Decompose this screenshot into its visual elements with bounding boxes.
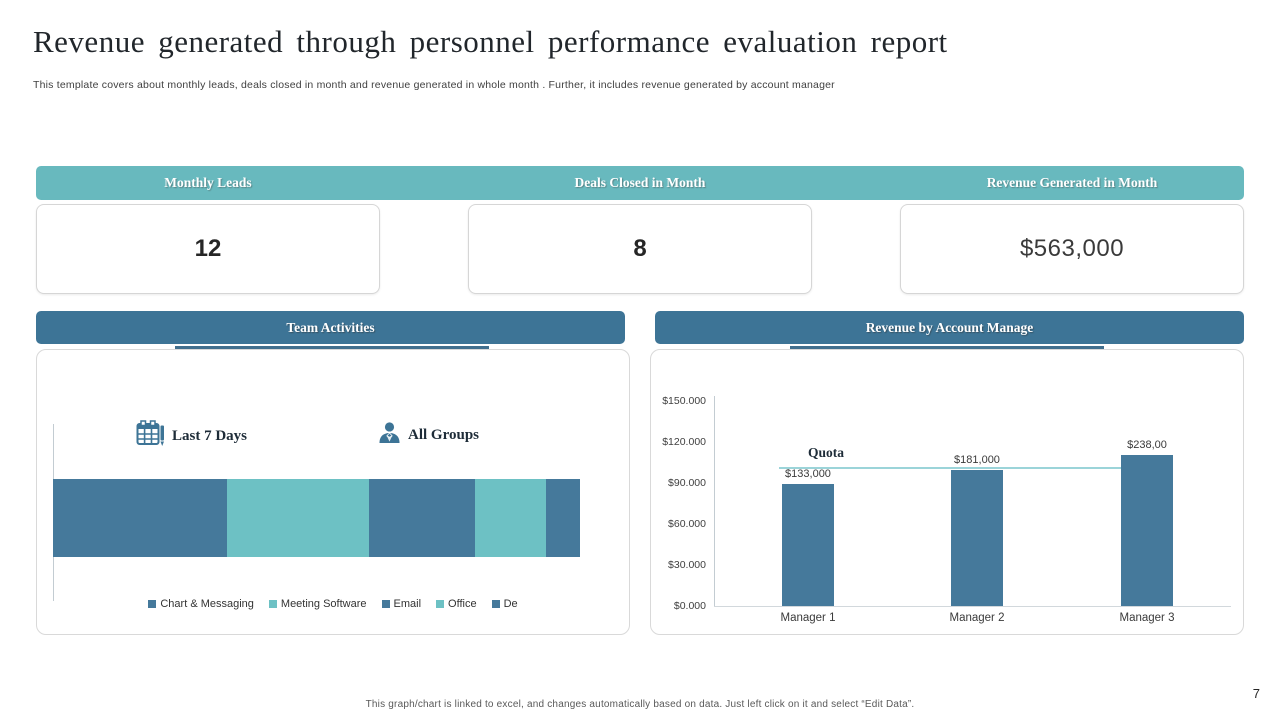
legend-swatch bbox=[268, 600, 277, 608]
filter-group-label: All Groups bbox=[408, 426, 479, 443]
filter-all-groups: All Groups bbox=[378, 422, 479, 448]
section-header-team-activities: Team Activities bbox=[36, 311, 625, 344]
bar-segment bbox=[545, 479, 580, 557]
legend-label: De bbox=[503, 598, 518, 610]
bar-segment bbox=[369, 479, 475, 557]
kpi-value-deals-closed: 8 bbox=[633, 235, 647, 262]
x-tick-label: Manager 2 bbox=[949, 612, 1005, 624]
legend-swatch bbox=[436, 600, 445, 608]
team-activities-chart[interactable]: Last 7 Days All Groups Chart & Messaging… bbox=[36, 349, 630, 635]
kpi-header-deals-closed: Deals Closed in Month bbox=[574, 175, 706, 190]
kpi-card-deals-closed: 8 bbox=[468, 204, 812, 294]
x-tick-label: Manager 1 bbox=[780, 612, 836, 624]
person-icon bbox=[378, 422, 401, 448]
legend-swatch bbox=[148, 600, 157, 608]
bar-value-label: $181,000 bbox=[954, 454, 1000, 466]
legend-label: Email bbox=[393, 598, 422, 610]
y-tick-label: $150.000 bbox=[662, 395, 706, 407]
section-header-revenue-by-manager: Revenue by Account Manage bbox=[655, 311, 1244, 344]
revenue-x-axis-line bbox=[714, 606, 1231, 607]
legend-item: Email bbox=[381, 598, 422, 610]
legend-item: Meeting Software bbox=[268, 598, 367, 610]
revenue-underline bbox=[790, 346, 1104, 351]
legend-item: Chart & Messaging bbox=[148, 598, 254, 610]
revenue-plot: $150.000 $120.000 $90.000 $60.000 $30.000 $0.… bbox=[651, 350, 1243, 634]
legend-label: Chart & Messaging bbox=[160, 598, 254, 610]
page-title: Revenue generated through personnel perf… bbox=[33, 24, 948, 59]
filter-date-label: Last 7 Days bbox=[172, 428, 248, 444]
page-number: 7 bbox=[1252, 686, 1260, 701]
footer-note: This graph/chart is linked to excel, and… bbox=[365, 699, 915, 710]
bar-value-label: $238,00 bbox=[1127, 439, 1167, 451]
revenue-chart[interactable]: $150.000 $120.000 $90.000 $60.000 $30.000 $0.… bbox=[650, 349, 1244, 635]
kpi-header-band: Monthly Leads Deals Closed in Month Reve… bbox=[36, 166, 1244, 200]
team-activities-underline bbox=[175, 346, 489, 351]
quota-label: Quota bbox=[807, 445, 844, 460]
revenue-bar bbox=[1121, 455, 1173, 606]
kpi-value-monthly-leads: 12 bbox=[194, 235, 222, 262]
kpi-header-revenue: Revenue Generated in Month bbox=[986, 175, 1158, 190]
y-tick-label: $90.000 bbox=[668, 477, 706, 489]
bar-segment bbox=[53, 479, 227, 557]
kpi-card-revenue: $563,000 bbox=[900, 204, 1244, 294]
bar-segment bbox=[226, 479, 370, 557]
revenue-y-axis-line bbox=[714, 396, 715, 606]
stacked-bar bbox=[53, 479, 580, 557]
legend-label: Meeting Software bbox=[280, 598, 367, 610]
legend-swatch bbox=[381, 600, 390, 608]
kpi-header-monthly-leads: Monthly Leads bbox=[164, 175, 252, 190]
revenue-bar bbox=[782, 484, 834, 606]
y-tick-label: $30.000 bbox=[668, 559, 706, 571]
revenue-bar bbox=[951, 470, 1003, 606]
legend-swatch bbox=[491, 600, 500, 608]
legend-item: Office bbox=[436, 598, 477, 610]
kpi-value-revenue: $563,000 bbox=[1019, 235, 1125, 262]
activities-legend: Chart & Messaging Meeting Software Email Of… bbox=[37, 598, 629, 610]
calendar-icon bbox=[136, 420, 165, 453]
y-tick-label: $0.000 bbox=[673, 600, 706, 612]
bar-value-label: $133,000 bbox=[785, 468, 831, 480]
bar-segment bbox=[474, 479, 546, 557]
quota-line bbox=[779, 467, 1148, 469]
page-subtitle: This template covers about monthly leads… bbox=[33, 79, 835, 91]
x-tick-label: Manager 3 bbox=[1119, 612, 1175, 624]
y-tick-label: $60.000 bbox=[668, 518, 706, 530]
legend-item: De bbox=[491, 598, 518, 610]
y-tick-label: $120.000 bbox=[662, 436, 706, 448]
filter-last-7-days: Last 7 Days bbox=[136, 420, 247, 453]
legend-label: Office bbox=[448, 598, 477, 610]
kpi-card-monthly-leads: 12 bbox=[36, 204, 380, 294]
